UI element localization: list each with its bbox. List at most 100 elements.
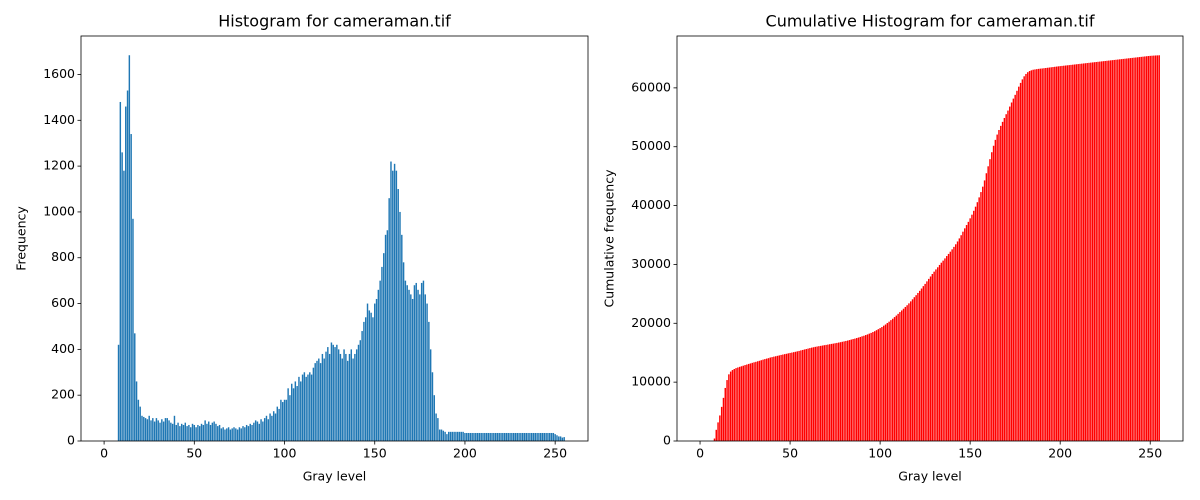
bar (316, 360, 318, 441)
bar (1135, 57, 1137, 441)
bar (940, 262, 943, 441)
bar (155, 418, 158, 441)
bar (713, 438, 716, 441)
bar (550, 432, 553, 441)
bar (222, 427, 224, 441)
bar (184, 422, 187, 441)
bar (278, 408, 280, 441)
bar (953, 246, 955, 441)
bar (256, 421, 259, 441)
bar (549, 432, 551, 441)
bar (828, 344, 831, 441)
bar (119, 101, 122, 442)
bar (410, 294, 412, 441)
bar (773, 356, 775, 441)
bar (1054, 66, 1056, 442)
bar (1045, 67, 1047, 441)
bar (971, 214, 973, 441)
bar (816, 346, 818, 441)
bar (737, 367, 739, 441)
bar (521, 432, 524, 441)
bar (1019, 82, 1022, 441)
bar (310, 374, 313, 441)
bar (341, 358, 343, 441)
bar (991, 152, 993, 442)
bar (888, 321, 890, 441)
bar (485, 432, 488, 441)
bar (395, 170, 398, 441)
bar (825, 344, 827, 441)
bar (765, 358, 768, 441)
bar (339, 353, 342, 441)
bar (1153, 55, 1155, 441)
bar (260, 419, 262, 441)
bar (1117, 59, 1119, 441)
bar (913, 297, 916, 441)
bar (785, 353, 788, 441)
bar (1050, 67, 1052, 441)
bar (503, 432, 506, 441)
bar (143, 416, 145, 441)
bar (1154, 55, 1157, 442)
bar (755, 361, 757, 441)
bar (1136, 57, 1139, 441)
bar (401, 234, 403, 441)
bar (1140, 56, 1142, 441)
bar (363, 321, 365, 441)
bar (928, 278, 930, 441)
bar (1039, 68, 1042, 441)
bar (366, 303, 369, 441)
bar (864, 335, 867, 441)
bar (863, 335, 865, 441)
bar (832, 343, 835, 441)
bar (408, 289, 410, 441)
bar (215, 423, 217, 441)
bar (1073, 64, 1076, 441)
bar (422, 280, 425, 441)
bar (1102, 61, 1105, 442)
bar (170, 422, 172, 441)
bar (836, 342, 838, 441)
bar (272, 411, 275, 441)
bar (810, 347, 813, 441)
bar (437, 418, 439, 441)
bar (236, 429, 239, 441)
bar (893, 317, 896, 441)
bar (1126, 58, 1128, 441)
bar (796, 351, 799, 441)
bar (227, 427, 230, 441)
bar (558, 436, 560, 441)
bar (447, 431, 450, 441)
bar (899, 312, 901, 441)
bar (926, 281, 928, 441)
x-tick-label: 250 (1138, 446, 1162, 461)
bar (980, 192, 982, 441)
bar (935, 269, 937, 441)
bar (530, 432, 533, 441)
bar (834, 343, 836, 441)
bar (126, 90, 129, 442)
bar (845, 340, 847, 441)
bar (164, 418, 167, 441)
bar (271, 415, 273, 441)
bar (307, 374, 309, 441)
bar (489, 432, 491, 441)
bar (446, 434, 448, 441)
bar (1129, 58, 1132, 441)
bar (296, 386, 298, 441)
bar (189, 427, 192, 441)
bar (827, 344, 829, 441)
axes-frame (80, 35, 589, 442)
bar (287, 388, 289, 441)
bar (496, 432, 499, 441)
bar (157, 420, 159, 441)
bar (444, 431, 446, 441)
bar (464, 432, 466, 441)
bar (929, 276, 932, 441)
bar (484, 432, 486, 441)
bar (911, 299, 914, 441)
bar (1041, 68, 1043, 442)
bar (726, 380, 728, 441)
bar (720, 406, 723, 441)
bar (915, 295, 917, 441)
